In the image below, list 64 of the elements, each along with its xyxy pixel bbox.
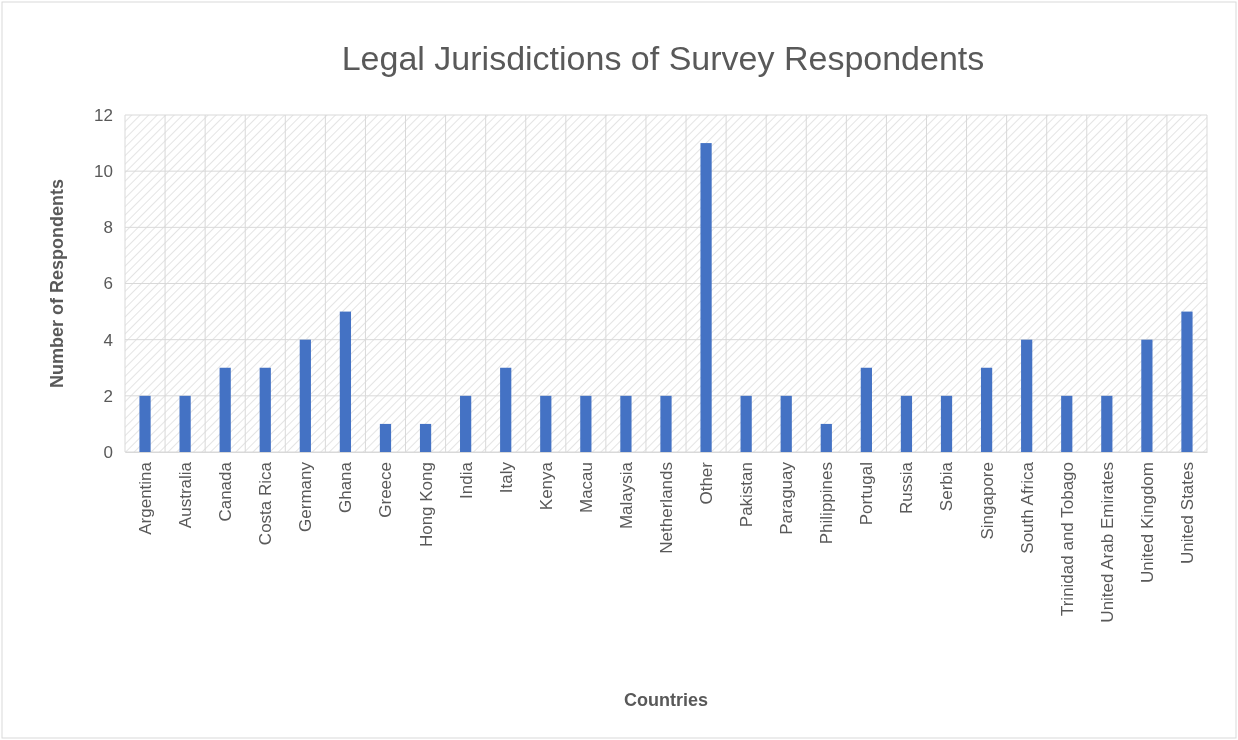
y-tick-label: 4 (103, 330, 113, 350)
bar (460, 395, 472, 452)
x-tick-label: Serbia (937, 461, 957, 512)
bar (1021, 339, 1033, 452)
bar (339, 311, 352, 452)
bar (940, 395, 953, 452)
x-tick-label: South Africa (1017, 461, 1037, 554)
y-tick-label: 6 (103, 274, 113, 294)
bar (1141, 339, 1153, 452)
x-tick-label: Ghana (336, 461, 356, 514)
bar (1101, 395, 1113, 452)
bar (700, 143, 712, 452)
x-tick-label: Portugal (857, 462, 877, 526)
chart-title: Legal Jurisdictions of Survey Respondents (341, 39, 985, 77)
x-tick-label: India (456, 461, 476, 499)
y-tick-label: 2 (103, 386, 113, 406)
y-tick-label: 10 (94, 162, 113, 182)
bar (820, 423, 832, 452)
y-tick-label: 0 (103, 442, 113, 462)
y-axis-title: Number of Respondents (47, 178, 67, 389)
bar (660, 395, 672, 452)
x-tick-label: United Kingdom (1137, 462, 1157, 583)
y-tick-label: 8 (103, 218, 113, 238)
x-tick-label: Hong Kong (416, 462, 436, 548)
bar (500, 367, 512, 452)
bar (379, 423, 392, 452)
x-tick-label: Philippines (817, 462, 837, 545)
bar (179, 395, 191, 452)
x-tick-label: Argentina (135, 461, 155, 535)
x-tick-label: Other (697, 461, 717, 505)
x-tick-label: Malaysia (616, 461, 636, 530)
x-tick-label: Pakistan (737, 462, 757, 528)
x-tick-label: United Arab Emirates (1097, 462, 1117, 623)
x-tick-label: Russia (897, 461, 917, 514)
x-tick-label: United States (1177, 462, 1197, 565)
bar (860, 367, 872, 452)
x-tick-label: Netherlands (656, 462, 676, 554)
bar (139, 395, 151, 452)
bar (620, 395, 632, 452)
x-tick-label: Paraguay (777, 461, 797, 535)
x-tick-label: Kenya (536, 461, 556, 511)
bar (980, 367, 993, 452)
bar (780, 395, 792, 452)
x-tick-label: Trinidad and Tobago (1057, 462, 1077, 617)
x-tick-label: Canada (216, 461, 236, 522)
x-axis-title: Countries (623, 690, 709, 710)
x-tick-label: Australia (176, 461, 196, 529)
x-tick-label: Germany (296, 461, 316, 532)
x-tick-label: Italy (496, 461, 516, 494)
y-tick-label: 12 (94, 105, 113, 125)
bar (580, 395, 592, 452)
bar (219, 367, 231, 452)
bar (540, 395, 552, 452)
x-tick-label: Singapore (977, 462, 997, 540)
x-tick-label: Costa Rica (256, 461, 276, 546)
bar (900, 395, 913, 452)
bar (1181, 311, 1193, 452)
bar (1061, 395, 1073, 452)
x-tick-label: Macau (576, 462, 596, 514)
bar (259, 367, 271, 452)
bar (740, 395, 752, 452)
bar (299, 339, 311, 452)
x-tick-label: Greece (376, 462, 396, 518)
bar (419, 423, 432, 452)
